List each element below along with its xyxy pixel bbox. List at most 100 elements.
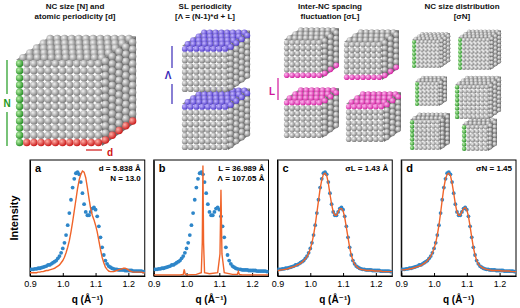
atom [102,122,109,129]
atom [322,54,328,60]
atom [423,141,427,145]
atom [306,62,312,68]
atom [493,46,497,50]
atom [482,66,486,70]
atom [244,73,250,79]
atom [415,82,419,86]
atom [427,120,431,124]
atom [244,108,250,114]
atom [432,60,436,64]
atom [497,99,501,103]
atom [458,50,462,54]
atom [244,50,250,56]
atom [300,62,306,68]
atom [199,69,205,75]
atom [490,37,494,41]
atom [95,89,102,96]
atom [415,94,419,98]
atom [95,103,102,110]
atom [211,133,217,139]
atom [52,103,59,110]
atom [493,102,497,106]
atom [436,141,440,145]
atom [16,67,23,74]
x-axis-title: q (Å⁻¹) [319,293,350,305]
atom [239,106,245,112]
nanocrystal [182,88,250,151]
atom [462,138,467,143]
atom [479,129,484,134]
atom [486,42,490,46]
atom [216,52,222,58]
x-axis-line [154,276,269,277]
atom [410,133,414,137]
atom [492,133,497,138]
atom [412,52,416,56]
atom [355,74,361,80]
atom [188,80,194,86]
atom [205,110,211,116]
data-point [63,241,67,245]
atom [432,56,436,60]
atom [211,75,217,81]
atom [395,127,401,133]
atom [244,119,250,125]
atom [37,67,44,74]
atom [30,96,37,103]
atom [427,82,431,86]
atom [455,98,459,102]
atom [472,89,476,93]
atom [443,78,447,82]
atom [95,117,102,124]
atom [30,74,37,81]
atom [488,128,493,133]
atom [431,137,435,141]
annotation: L = 36.989 Å [218,164,265,173]
atom [471,129,476,134]
atom [344,64,350,70]
atom [458,62,462,66]
atom [384,113,390,119]
atom [424,56,428,60]
atom [322,38,328,44]
fit-line [154,166,269,275]
atom [418,141,422,145]
nanocrystal [415,76,447,106]
atom [205,104,211,110]
annotation: d = 5.838 Å [99,164,141,173]
atom [415,102,419,106]
atom [423,82,427,86]
atom [306,116,312,122]
atom [30,81,37,88]
atom [489,113,493,117]
atom [466,125,471,130]
atom [357,109,363,115]
atom [73,81,80,88]
atom [435,102,439,106]
atom [182,104,188,110]
atom [228,119,234,125]
atom [284,116,290,122]
atom [239,129,245,135]
atom [239,112,245,118]
atom [80,124,87,131]
atom [37,132,44,139]
atom [322,43,328,49]
atom [440,118,444,122]
data-point [97,224,101,228]
atom [423,94,427,98]
atom [431,82,435,86]
plot-area [401,170,516,273]
atom [423,124,427,128]
atom [115,105,122,112]
atom [490,49,494,53]
atom [362,126,368,132]
annotation: N = 13.0 [110,174,141,183]
atom [239,54,245,60]
atom [427,98,431,102]
atom [23,110,30,117]
atom [478,62,482,66]
cube-side-face [102,36,136,146]
atom [466,147,471,152]
atom [462,125,467,130]
